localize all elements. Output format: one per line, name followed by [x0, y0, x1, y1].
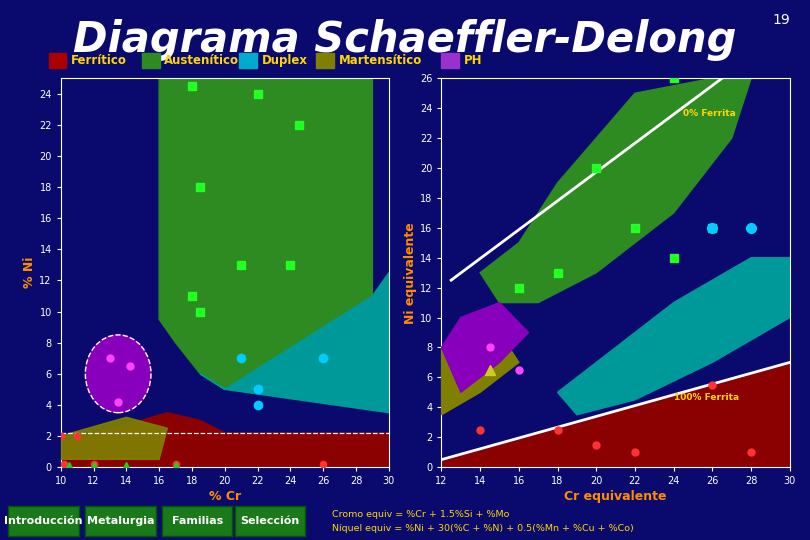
Polygon shape: [200, 273, 389, 413]
Polygon shape: [61, 417, 168, 460]
Text: Ferrítico: Ferrítico: [71, 54, 127, 67]
Polygon shape: [61, 413, 389, 467]
Text: 100% Ferrita: 100% Ferrita: [674, 393, 739, 402]
Text: 19: 19: [772, 14, 790, 28]
Polygon shape: [480, 78, 751, 302]
Y-axis label: Ni equivalente: Ni equivalente: [404, 222, 417, 323]
Text: Martensítico: Martensítico: [339, 54, 422, 67]
Y-axis label: % Ni: % Ni: [23, 257, 36, 288]
Text: Austenítico: Austenítico: [164, 54, 240, 67]
Polygon shape: [159, 78, 373, 389]
Text: Metalurgia: Metalurgia: [87, 516, 154, 526]
Text: Duplex: Duplex: [262, 54, 308, 67]
Text: Cromo equiv = %Cr + 1.5%Si + %Mo: Cromo equiv = %Cr + 1.5%Si + %Mo: [332, 510, 509, 518]
Polygon shape: [441, 362, 790, 467]
Polygon shape: [441, 302, 529, 393]
Polygon shape: [557, 258, 790, 415]
X-axis label: % Cr: % Cr: [209, 490, 241, 503]
Text: 0% Ferrita: 0% Ferrita: [684, 109, 736, 118]
Text: Familias: Familias: [172, 516, 223, 526]
Text: Introducción: Introducción: [4, 516, 83, 526]
Text: Níquel equiv = %Ni + 30(%C + %N) + 0.5(%Mn + %Cu + %Co): Níquel equiv = %Ni + 30(%C + %N) + 0.5(%…: [332, 524, 634, 532]
Ellipse shape: [85, 335, 151, 413]
Text: Selección: Selección: [241, 516, 300, 526]
X-axis label: Cr equivalente: Cr equivalente: [565, 490, 667, 503]
Polygon shape: [441, 333, 519, 415]
Text: PH: PH: [464, 54, 483, 67]
Text: Diagrama Schaeffler-Delong: Diagrama Schaeffler-Delong: [74, 19, 736, 61]
